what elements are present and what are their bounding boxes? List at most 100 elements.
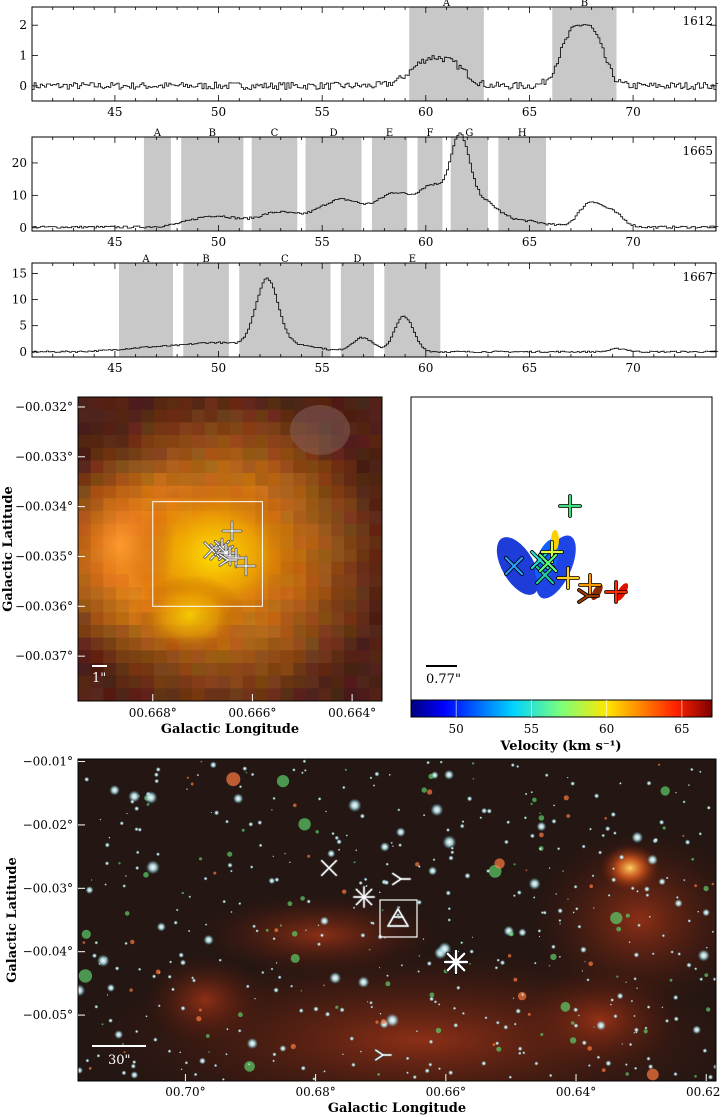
y-tick-label: −00.037°	[15, 649, 73, 663]
y-tick-label: −00.036°	[15, 599, 73, 613]
y-tick-label: 2	[19, 18, 27, 32]
x-tick-label: 50	[211, 105, 226, 119]
spectrum-frame	[31, 6, 717, 102]
spectrum-1612: A B 45 50 55 60 65 70 0 1 2 1612	[19, 0, 719, 119]
x-tick-label: 50	[211, 361, 226, 375]
velocity-region	[143, 137, 171, 231]
x-tick-label: 55	[315, 105, 330, 119]
region-label: E	[386, 128, 393, 139]
region-label: A	[153, 128, 162, 139]
region-label: D	[330, 128, 338, 139]
maser-marker	[352, 885, 376, 909]
velocity-colorbar	[410, 699, 713, 718]
x-tick-label: 70	[625, 361, 640, 375]
maser-marker	[577, 588, 600, 604]
x-tick-label: 65	[522, 361, 537, 375]
velocity-region	[305, 137, 362, 231]
x-tick-label: 00.70°	[165, 1085, 205, 1099]
maser-marker	[374, 1048, 393, 1062]
spectrum-line	[32, 132, 719, 229]
y-tick-label: 10	[12, 293, 27, 307]
x-tick-label: 00.668°	[129, 706, 177, 720]
y-tick-label: 0	[19, 79, 27, 93]
zoom-map-image	[78, 397, 382, 701]
region-label: E	[409, 254, 416, 265]
line-id-label: 1612	[682, 14, 713, 28]
y-tick-label: −00.02°	[23, 818, 73, 832]
y-tick-label: 10	[12, 188, 27, 202]
maser-marker	[218, 553, 239, 567]
line-id-label: 1667	[682, 270, 713, 284]
colorbar-tick-label: 65	[674, 722, 689, 736]
y-tick-label: 1	[19, 49, 27, 63]
region-label: F	[426, 128, 433, 139]
y-tick-label: −00.034°	[15, 500, 73, 514]
spectrum-1667: A B C D E 45 50 55 60 65 70 0 5 10 15 1667	[12, 254, 719, 375]
maser-marker	[235, 555, 257, 577]
velocity-region	[552, 7, 617, 101]
zoom-inset-box	[152, 501, 263, 607]
maser-ellipse	[536, 535, 576, 599]
region-label: D	[353, 254, 361, 265]
maser-marker	[225, 547, 247, 569]
wide-map-xlabel: Galactic Longitude	[328, 1101, 466, 1116]
x-tick-label: 70	[625, 105, 640, 119]
y-tick-label: −00.04°	[23, 945, 73, 959]
velocity-region	[239, 263, 331, 357]
region-label: B	[202, 254, 209, 265]
zoom-map-xlabel: Galactic Longitude	[161, 722, 299, 737]
y-tick-label: −00.03°	[23, 881, 73, 895]
region-label: H	[518, 128, 527, 139]
zoom-map-frame	[77, 396, 383, 702]
zoom-region-box	[379, 899, 418, 938]
x-tick-label: 00.68°	[295, 1085, 335, 1099]
y-tick-label: −00.033°	[15, 450, 73, 464]
x-tick-label: 45	[107, 361, 122, 375]
x-tick-label: 65	[522, 235, 537, 249]
velocity-region	[384, 263, 441, 357]
y-tick-label: −00.05°	[23, 1008, 73, 1022]
region-label: A	[442, 0, 451, 9]
maser-marker	[443, 949, 469, 975]
spectrum-frame	[31, 262, 717, 358]
velocity-region	[183, 263, 229, 357]
zoom-map-scalebar-label: 1"	[92, 671, 106, 686]
x-tick-label: 00.66°	[426, 1085, 466, 1099]
velocity-region	[251, 137, 298, 231]
zoom-map-ylabel: Galactic Latitude	[1, 486, 16, 612]
wide-map-ylabel: Galactic Latitude	[5, 857, 20, 983]
spectrum-frame	[31, 136, 717, 232]
velocity-region	[371, 137, 408, 231]
wide-map-image	[78, 759, 716, 1081]
wide-map-markers	[320, 859, 469, 1062]
x-tick-label: 00.664°	[328, 706, 376, 720]
region-label: A	[141, 254, 150, 265]
wide-map-axes: 00.70° 00.68° 00.66° 00.64° 00.62° −00.01° −00…	[23, 755, 721, 1099]
x-tick-label: 60	[418, 361, 433, 375]
region-label: B	[581, 0, 588, 9]
x-tick-label: 65	[522, 105, 537, 119]
maser-ellipse	[496, 537, 540, 595]
colorbar-label: Velocity (km s⁻¹)	[499, 739, 621, 754]
region-label: B	[209, 128, 216, 139]
y-tick-label: 0	[19, 345, 27, 359]
x-tick-label: 00.64°	[556, 1085, 596, 1099]
x-tick-label: 55	[315, 361, 330, 375]
velocity-scalebar-label: 0.77"	[426, 672, 461, 687]
y-tick-label: −00.035°	[15, 549, 73, 563]
maser-marker	[604, 580, 628, 604]
region-label: C	[271, 128, 279, 139]
wide-map-scalebar-label: 30"	[108, 1053, 131, 1068]
colorbar-ticks: 50 55 60 65	[449, 700, 690, 736]
x-tick-label: 70	[625, 235, 640, 249]
maser-marker	[386, 907, 410, 928]
x-tick-label: 60	[418, 235, 433, 249]
maser-marker	[538, 553, 558, 573]
y-tick-label: 20	[12, 156, 27, 170]
zoom-map-markers	[152, 501, 263, 607]
line-id-label: 1665	[682, 144, 713, 158]
x-tick-label: 60	[418, 105, 433, 119]
velocity-region	[181, 137, 244, 231]
colorbar-tick-label: 50	[449, 722, 464, 736]
maser-marker	[504, 556, 524, 576]
